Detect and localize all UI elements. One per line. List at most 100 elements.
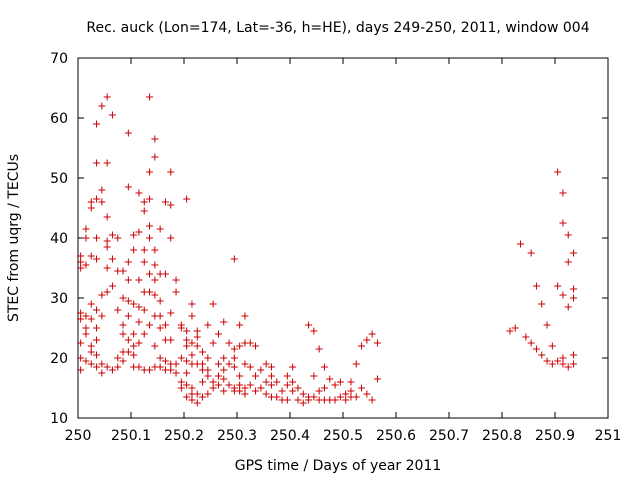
data-point [347,387,355,395]
data-point [209,378,217,386]
data-point [241,312,249,320]
data-point [220,375,228,383]
data-point [146,195,154,203]
data-point [299,399,307,407]
data-point [156,324,164,332]
data-point [146,93,154,101]
data-point [527,249,535,257]
data-point [506,327,514,335]
data-point [294,384,302,392]
data-point [289,378,297,386]
x-tick-label: 250.3 [217,428,257,444]
data-point [156,354,164,362]
data-point [135,339,143,347]
data-point [241,360,249,368]
data-point [108,255,116,263]
x-tick-label: 251 [595,428,622,444]
data-point [172,369,180,377]
data-point [82,324,90,332]
data-point [108,111,116,119]
data-point [199,378,207,386]
data-point [209,339,217,347]
data-point [342,390,350,398]
data-point [368,396,376,404]
data-point [241,390,249,398]
data-point [310,393,318,401]
data-point [119,267,127,275]
data-point [146,270,154,278]
data-point [220,366,228,374]
data-point [172,276,180,284]
data-point [93,324,101,332]
data-point [98,186,106,194]
data-point [532,345,540,353]
x-tick-label: 250.8 [482,428,522,444]
data-point [193,327,201,335]
data-point [183,381,191,389]
data-point [358,342,366,350]
data-point [77,366,85,374]
data-point [77,339,85,347]
y-tick-label: 40 [50,231,68,247]
data-point [326,375,334,383]
data-point [77,354,85,362]
data-point [331,396,339,404]
data-point [267,363,275,371]
data-point [305,321,313,329]
data-point [299,390,307,398]
data-point [103,93,111,101]
data-point [564,258,572,266]
data-point [172,360,180,368]
data-point [209,300,217,308]
data-point [236,321,244,329]
data-point [140,306,148,314]
data-point [262,390,270,398]
data-point [273,378,281,386]
data-point [161,321,169,329]
data-point [140,246,148,254]
data-point [140,330,148,338]
data-point [167,366,175,374]
data-point [570,351,578,359]
y-axis-label: STEC from uqrg / TECUs [6,154,22,322]
y-tick-label: 10 [50,411,68,427]
data-point [220,318,228,326]
data-point [283,372,291,380]
data-point [204,321,212,329]
data-point [252,342,260,350]
data-point [183,369,191,377]
data-point [87,315,95,323]
data-point [564,231,572,239]
x-tick-label: 250.1 [111,428,151,444]
data-point [177,324,185,332]
data-point [543,321,551,329]
data-point [82,225,90,233]
data-point [130,231,138,239]
data-point [188,396,196,404]
data-point [199,393,207,401]
data-point [310,327,318,335]
data-point [289,363,297,371]
data-point [119,321,127,329]
data-point [87,360,95,368]
data-point [559,189,567,197]
data-point [114,354,122,362]
data-point [146,234,154,242]
y-tick-label: 30 [50,291,68,307]
data-point [262,378,270,386]
data-point [554,357,562,365]
data-point [204,390,212,398]
data-point [363,390,371,398]
x-tick-label: 250.2 [164,428,204,444]
data-point [161,270,169,278]
data-point [124,258,132,266]
data-point [320,363,328,371]
data-point [214,330,222,338]
data-point [225,381,233,389]
data-point [177,384,185,392]
data-point [140,258,148,266]
data-point [209,384,217,392]
data-point [283,381,291,389]
data-point [273,393,281,401]
